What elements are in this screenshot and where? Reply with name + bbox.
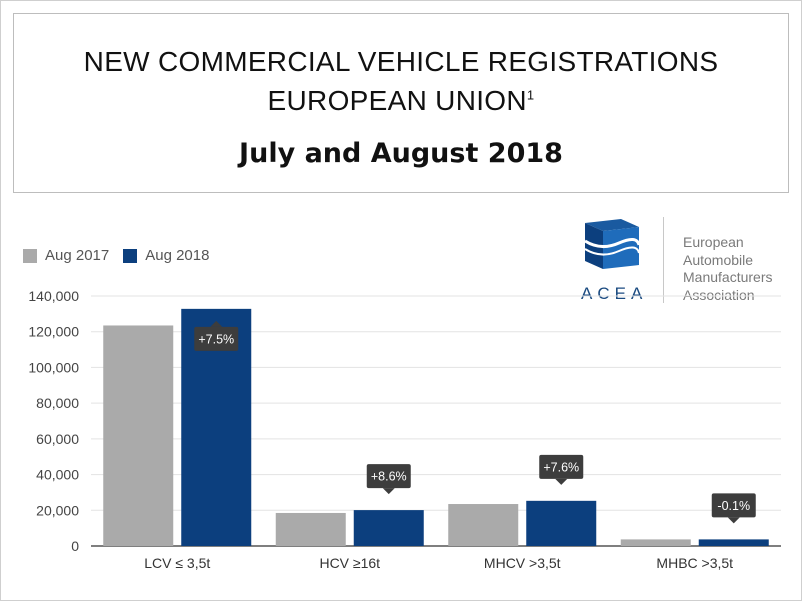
chart-title-line2: EUROPEAN UNION1 — [14, 85, 788, 117]
legend-label-aug2017: Aug 2017 — [45, 247, 110, 264]
bar-aug2017 — [448, 504, 519, 546]
callout-pointer — [210, 320, 223, 327]
y-tick-label: 40,000 — [36, 467, 79, 483]
legend-item-aug2018: Aug 2018 — [123, 247, 209, 264]
bar-aug2017 — [103, 325, 174, 546]
y-tick-label: 140,000 — [28, 288, 79, 304]
y-tick-label: 120,000 — [28, 324, 79, 340]
legend-label-aug2018: Aug 2018 — [145, 247, 210, 264]
callout-pointer — [555, 478, 568, 485]
bar-aug2018 — [353, 510, 424, 546]
logo-separator — [663, 217, 664, 303]
change-label: +7.5% — [198, 332, 234, 346]
chart-period: July and August 2018 — [239, 138, 563, 169]
logo-name-line: Manufacturers — [683, 269, 773, 285]
y-tick-label: 100,000 — [28, 359, 79, 375]
x-tick-label: HCV ≥16t — [319, 555, 380, 571]
acea-cube-icon — [584, 219, 641, 269]
legend: Aug 2017 Aug 2018 — [23, 247, 223, 264]
title-footnote: 1 — [526, 87, 535, 103]
callout-pointer — [382, 488, 395, 495]
logo-acronym: ACEA — [581, 284, 648, 303]
y-tick-label: 20,000 — [36, 502, 79, 518]
bar-chart: 0 20,000 40,000 60,000 80,000 100,000 120,000 1… — [28, 288, 781, 571]
change-label: -0.1% — [717, 499, 750, 513]
x-tick-label: MHBC >3,5t — [656, 555, 733, 571]
change-label: +8.6% — [371, 470, 407, 484]
bar-aug2018 — [698, 539, 769, 546]
logo-name-line: Association — [683, 286, 755, 303]
bar-aug2017 — [275, 512, 346, 546]
legend-item-aug2017: Aug 2017 — [23, 247, 109, 264]
bar-aug2018 — [526, 500, 597, 546]
callout-pointer — [727, 517, 740, 524]
bar-aug2017 — [620, 539, 691, 546]
y-tick-label: 80,000 — [36, 395, 79, 411]
legend-swatch-aug2017 — [23, 248, 37, 263]
x-tick-label: MHCV >3,5t — [484, 555, 561, 571]
y-tick-label: 60,000 — [36, 431, 79, 447]
title-line2-text: EUROPEAN UNION — [267, 85, 527, 116]
y-tick-label: 0 — [71, 538, 79, 554]
x-tick-label: LCV ≤ 3,5t — [144, 555, 210, 571]
title-box: NEW COMMERCIAL VEHICLE REGISTRATIONS EUR… — [13, 13, 789, 193]
change-callout — [539, 454, 584, 479]
logo-name-line: Automobile — [683, 251, 754, 268]
change-callout — [194, 326, 239, 351]
logo-name: European Automobile Manufacturers Associ… — [683, 234, 772, 304]
chart-title-line1: NEW COMMERCIAL VEHICLE REGISTRATIONS — [83, 46, 719, 77]
logo-name-line: European — [683, 234, 744, 250]
change-callout — [711, 493, 756, 518]
change-label: +7.6% — [543, 460, 579, 474]
change-callout — [366, 464, 411, 489]
legend-swatch-aug2018 — [123, 248, 138, 263]
